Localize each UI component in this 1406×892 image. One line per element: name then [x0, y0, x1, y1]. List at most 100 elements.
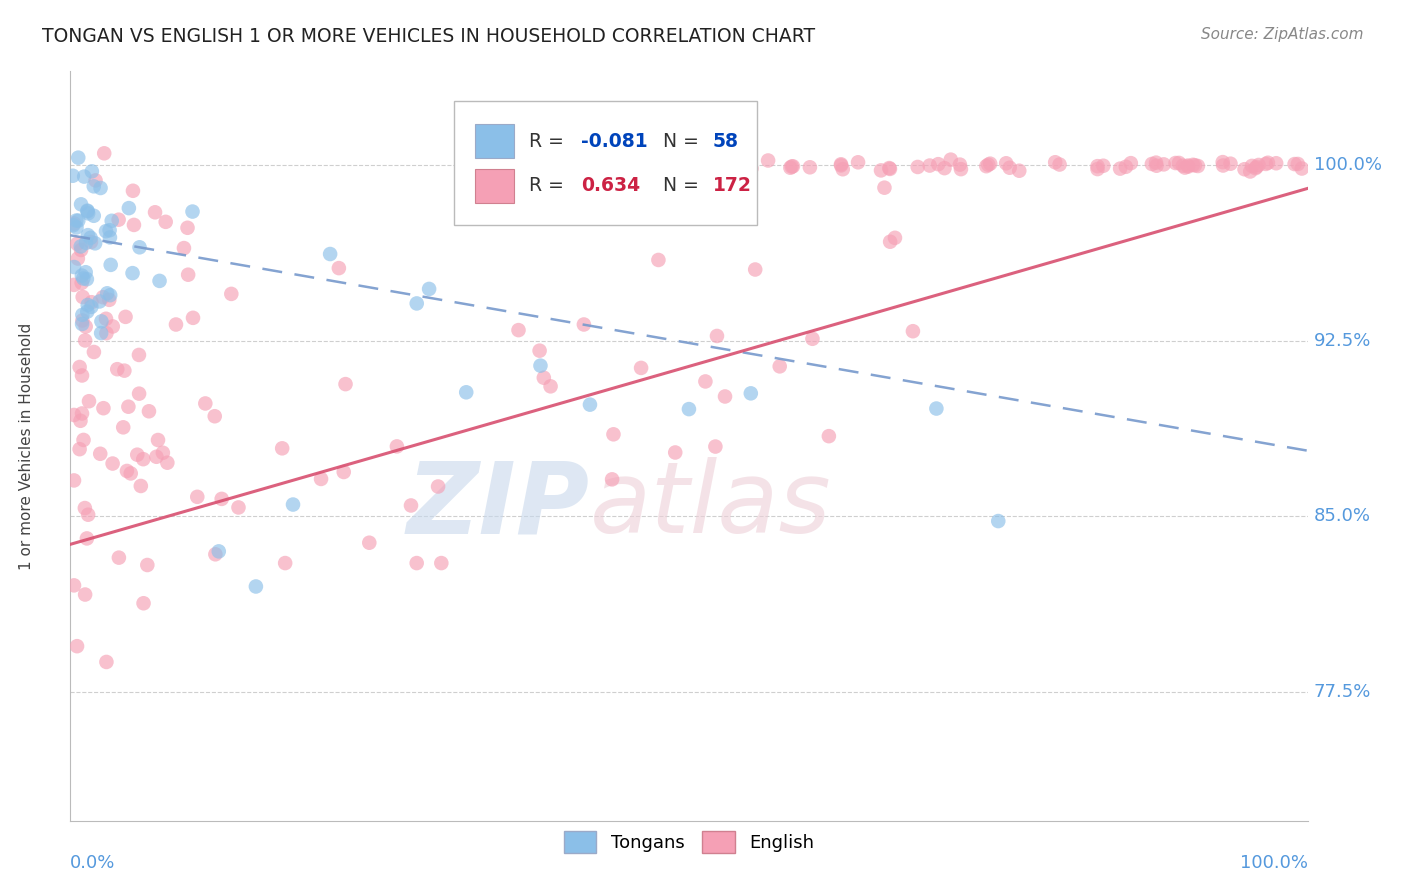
Point — [67, 213, 90, 227]
Point — [80, 295, 103, 310]
Point — [66, 639, 89, 653]
Point — [1153, 157, 1175, 171]
Point — [884, 231, 907, 245]
Point — [405, 296, 427, 310]
Point — [63, 578, 86, 592]
Point — [80, 164, 103, 178]
Point — [101, 457, 124, 471]
Point — [987, 514, 1010, 528]
Point — [529, 359, 551, 373]
Point — [456, 385, 478, 400]
Point — [1092, 159, 1115, 173]
Point — [114, 310, 136, 324]
Point — [70, 268, 93, 283]
Point — [399, 499, 422, 513]
Point — [1184, 158, 1206, 172]
Point — [89, 447, 111, 461]
Point — [63, 474, 86, 488]
Point — [979, 156, 1001, 170]
Point — [801, 332, 824, 346]
Point — [740, 386, 762, 401]
Point — [128, 240, 150, 254]
Point — [120, 467, 142, 481]
Point — [976, 159, 998, 173]
Point — [873, 180, 896, 194]
Text: Source: ZipAtlas.com: Source: ZipAtlas.com — [1201, 27, 1364, 42]
Point — [145, 450, 167, 464]
Text: 92.5%: 92.5% — [1313, 332, 1371, 350]
Point — [76, 298, 98, 312]
Point — [831, 162, 853, 177]
Point — [148, 274, 170, 288]
Point — [870, 163, 893, 178]
Point — [204, 409, 226, 424]
Point — [332, 465, 354, 479]
Point — [385, 439, 408, 453]
Point — [430, 556, 453, 570]
Point — [83, 179, 105, 194]
Point — [1286, 157, 1309, 171]
Point — [118, 201, 141, 215]
Point — [62, 169, 84, 183]
Legend: Tongans, English: Tongans, English — [557, 824, 821, 860]
Point — [977, 158, 1000, 172]
Point — [1087, 162, 1109, 177]
Point — [579, 398, 602, 412]
Point — [744, 262, 766, 277]
Point — [780, 160, 803, 174]
FancyBboxPatch shape — [454, 102, 756, 225]
Point — [194, 396, 217, 410]
Point — [96, 655, 118, 669]
Point — [75, 334, 97, 348]
Point — [69, 239, 91, 253]
Point — [1087, 159, 1109, 173]
Point — [879, 235, 901, 249]
Point — [127, 448, 149, 462]
Point — [115, 464, 138, 478]
Point — [907, 160, 929, 174]
Point — [69, 359, 91, 374]
Point — [90, 181, 112, 195]
Point — [63, 260, 86, 274]
Point — [704, 440, 727, 454]
Point — [65, 220, 87, 235]
Point — [89, 294, 111, 309]
Text: 77.5%: 77.5% — [1313, 683, 1371, 701]
Text: R =: R = — [529, 131, 571, 151]
Point — [1239, 164, 1261, 178]
Point — [359, 535, 381, 549]
Point — [63, 277, 86, 292]
Point — [70, 317, 93, 331]
Point — [90, 326, 112, 340]
Point — [129, 479, 152, 493]
Point — [274, 556, 297, 570]
Point — [165, 318, 187, 332]
Point — [533, 370, 555, 384]
Point — [176, 220, 198, 235]
Point — [107, 212, 129, 227]
Point — [846, 155, 869, 169]
Point — [245, 580, 267, 594]
Point — [998, 161, 1021, 175]
Point — [1291, 161, 1313, 176]
Point — [66, 252, 89, 266]
Point — [181, 204, 204, 219]
Point — [76, 203, 98, 218]
Point — [1257, 155, 1279, 169]
Text: 0.634: 0.634 — [581, 177, 640, 195]
Text: 85.0%: 85.0% — [1313, 508, 1371, 525]
Point — [128, 348, 150, 362]
Point — [76, 304, 98, 318]
Point — [101, 319, 124, 334]
Point — [83, 209, 105, 223]
Point — [77, 394, 100, 409]
Point — [572, 318, 595, 332]
Point — [1219, 157, 1241, 171]
Point — [925, 401, 948, 416]
Point — [173, 241, 195, 255]
Point — [995, 156, 1018, 170]
Point — [678, 402, 700, 417]
Point — [1246, 160, 1268, 174]
Point — [1247, 158, 1270, 172]
Point — [1049, 157, 1071, 171]
